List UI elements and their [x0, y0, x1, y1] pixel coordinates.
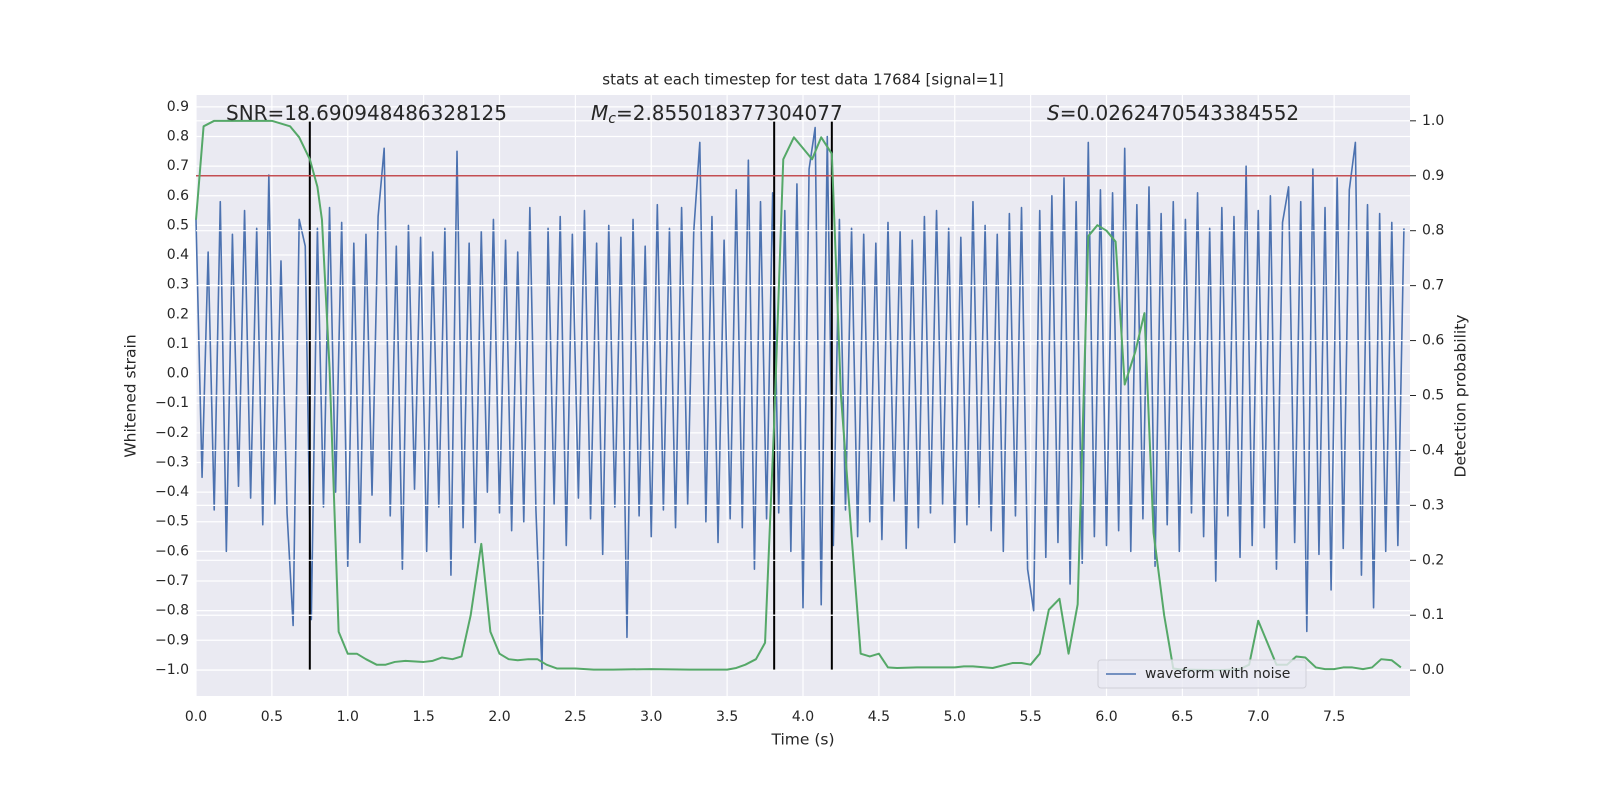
y-tick-label: 0.7 — [167, 158, 189, 174]
annotation-symbol: M — [591, 101, 608, 125]
y-axis-label: Whitened strain — [122, 334, 140, 457]
x-tick-label: 5.0 — [944, 709, 966, 725]
y-tick-label: 0.3 — [167, 277, 189, 293]
y2-tick-label: 0.3 — [1422, 497, 1444, 513]
legend-box — [1097, 659, 1307, 689]
annotation: S=0.0262470543384552 — [1047, 101, 1299, 125]
x-tick-label: 6.5 — [1171, 709, 1193, 725]
y-tick-label: 0.4 — [167, 247, 189, 263]
y-tick-label: −0.7 — [155, 573, 189, 589]
y2-tick-label: 0.6 — [1422, 333, 1444, 349]
y-tick-label: −0.2 — [155, 425, 189, 441]
y-tick-label: −0.9 — [155, 632, 189, 648]
x-tick-label: 7.5 — [1323, 709, 1345, 725]
x-tick-label: 4.0 — [792, 709, 814, 725]
y2-axis-label: Detection probability — [1452, 315, 1470, 478]
annotation: Mc=2.855018377304077 — [591, 101, 843, 128]
annotation-symbol: S — [1047, 101, 1060, 125]
y-tick-label: 0.0 — [167, 366, 189, 382]
y-tick-label: 0.1 — [167, 336, 189, 352]
annotation-text: SNR=18.690948486328125 — [226, 101, 507, 125]
annotation: SNR=18.690948486328125 — [226, 101, 507, 125]
y2-tick-label: 0.1 — [1422, 607, 1444, 623]
y-tick-label: 0.2 — [167, 306, 189, 322]
annotation-text: =0.0262470543384552 — [1060, 101, 1299, 125]
x-tick-label: 4.5 — [868, 709, 890, 725]
x-tick-label: 3.0 — [640, 709, 662, 725]
y-tick-label: 0.6 — [167, 188, 189, 204]
x-tick-label: 5.5 — [1019, 709, 1041, 725]
y-tick-label: −0.4 — [155, 484, 189, 500]
y-tick-label: −0.3 — [155, 454, 189, 470]
x-tick-label: 0.0 — [185, 709, 207, 725]
y2-tick-label: 0.0 — [1422, 662, 1444, 678]
y-tick-label: 0.9 — [167, 99, 189, 115]
y-tick-label: −0.5 — [155, 514, 189, 530]
y-tick-label: 0.5 — [167, 217, 189, 233]
y-tick-label: −0.6 — [155, 543, 189, 559]
x-tick-label: 2.5 — [564, 709, 586, 725]
y2-tick-label: 0.7 — [1422, 278, 1444, 294]
x-tick-label: 6.0 — [1095, 709, 1117, 725]
x-tick-label: 1.0 — [337, 709, 359, 725]
legend-label: waveform with noise — [1145, 666, 1290, 682]
x-tick-label: 3.5 — [716, 709, 738, 725]
y-tick-label: 0.8 — [167, 128, 189, 144]
x-tick-label: 2.0 — [488, 709, 510, 725]
x-tick-label: 1.5 — [412, 709, 434, 725]
y2-tick-label: 1.0 — [1422, 113, 1444, 129]
x-tick-label: 7.0 — [1247, 709, 1269, 725]
x-tick-label: 0.5 — [261, 709, 283, 725]
y2-tick-label: 0.5 — [1422, 388, 1444, 404]
y2-tick-label: 0.8 — [1422, 223, 1444, 239]
annotation-text: =2.855018377304077 — [616, 101, 843, 125]
y2-tick-label: 0.2 — [1422, 552, 1444, 568]
y2-tick-label: 0.9 — [1422, 168, 1444, 184]
y-tick-label: −1.0 — [155, 662, 189, 678]
chart-title: stats at each timestep for test data 176… — [602, 71, 1003, 89]
y-tick-label: −0.8 — [155, 603, 189, 619]
annotation-subscript: c — [608, 111, 616, 127]
y2-tick-label: 0.4 — [1422, 442, 1444, 458]
x-axis-label: Time (s) — [770, 731, 834, 749]
y-tick-label: −0.1 — [155, 395, 189, 411]
